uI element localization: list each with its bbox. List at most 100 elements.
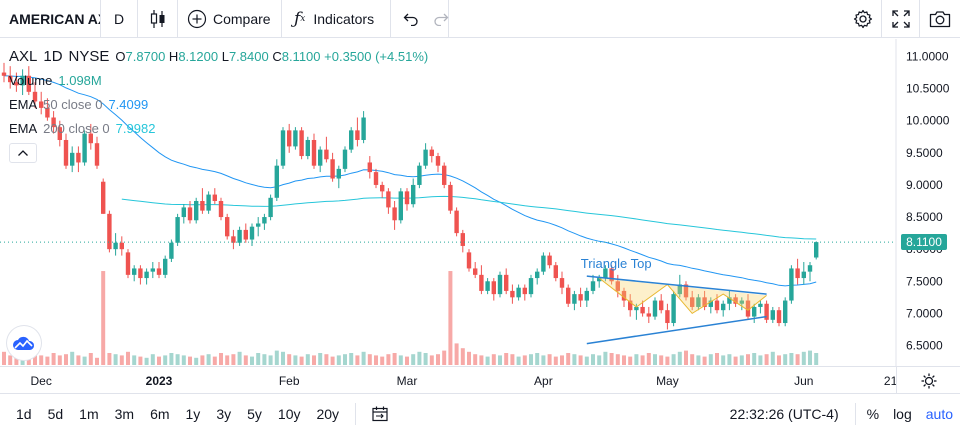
range-5d-button[interactable]: 5d [40,395,72,433]
price-chart[interactable]: 11.0000 10.5000 10.0000 9.5000 9.0000 8.5000 8… [0,39,960,366]
volume-bar [268,355,273,365]
volume-bar [597,355,602,365]
candle-body [355,130,360,140]
volume-bar [39,355,44,365]
candle-body [640,306,645,314]
redo-icon[interactable] [433,12,449,26]
legend-ema50-row[interactable]: EMA 50 close 0 7.4099 [9,93,428,117]
candle-body [789,268,794,301]
volume-bar [2,351,6,365]
volume-bar [349,353,354,365]
candle-body [287,130,292,147]
range-1m-label: 1m [79,406,99,422]
candle-body [311,139,317,166]
volume-bar [206,354,211,365]
candle-body [634,306,639,311]
axis-settings-button[interactable] [896,367,960,394]
volume-bar [355,355,360,365]
range-20y-button[interactable]: 20y [308,395,347,433]
candle-body [169,242,174,259]
candle-body [417,165,422,185]
candle-body [516,287,521,298]
legend-ema200-row[interactable]: EMA 200 close 0 7.9982 [9,117,428,141]
candle-body [795,268,800,279]
legend-open-label: O [115,49,126,64]
candle-body [646,313,651,317]
candle-body [708,300,713,307]
candle-body [39,101,44,108]
volume-bar [479,355,484,365]
candle-body [473,268,478,275]
sun-settings-icon [921,373,937,389]
clock-timezone-button[interactable]: 22:32:26 (UTC-4) [730,406,855,422]
candle-body [535,271,540,279]
candle-body [547,255,552,266]
volume-bar [150,354,155,365]
camera-icon [929,10,951,28]
percent-scale-toggle[interactable]: % [860,395,886,433]
time-axis[interactable]: Dec 2023 Feb Mar Apr May Jun 21 [0,366,960,394]
log-scale-toggle[interactable]: log [886,395,919,433]
volume-bar [392,353,397,365]
auto-label: auto [925,406,953,422]
range-1y-button[interactable]: 1y [178,395,209,433]
range-3m-button[interactable]: 3m [107,395,142,433]
volume-bar [398,355,403,365]
volume-bar [460,348,465,365]
range-1d-button[interactable]: 1d [0,395,40,433]
candle-body [485,281,490,291]
volume-bar [212,356,217,365]
chart-pane[interactable]: 11.0000 10.5000 10.0000 9.5000 9.0000 8.5000 8… [0,39,960,366]
volume-bar [584,356,589,365]
candle-body [801,271,806,279]
volume-bar [739,355,744,365]
range-6m-button[interactable]: 6m [142,395,177,433]
y-tick-label: 7.5000 [906,274,943,288]
volume-bar [82,356,87,365]
pattern-lower-trendline [586,315,767,345]
chart-type-button[interactable] [138,0,178,38]
ema50-line [3,75,817,287]
candle-body [727,297,732,304]
range-5y-button[interactable]: 5y [239,395,270,433]
range-3y-button[interactable]: 3y [208,395,239,433]
settings-button[interactable] [844,0,882,38]
volume-bar [634,354,639,365]
compare-button[interactable]: Compare [178,0,282,38]
fullscreen-icon [891,9,910,28]
snapshot-button[interactable] [920,0,960,38]
range-10y-button[interactable]: 10y [270,395,309,433]
volume-bar [429,355,434,365]
candle-body [671,294,676,324]
volume-bar [188,356,192,365]
symbol-search-button[interactable]: AMERICAN AXLE [0,0,101,38]
legend-volume-row[interactable]: Volume 1.098M [9,69,428,93]
volume-bar [677,351,682,365]
cloud-logo-badge[interactable] [7,326,41,360]
candle-body [584,290,589,301]
pattern-label: Triangle Top [581,256,652,271]
x-tick-label: Apr [534,374,553,388]
goto-date-button[interactable] [364,395,398,433]
volume-bar [535,353,540,365]
y-tick-label: 9.0000 [906,178,943,192]
legend-collapse-button[interactable] [9,143,37,163]
volume-bar [609,353,614,365]
interval-label: D [113,10,125,27]
candle-body [243,229,248,240]
range-1m-button[interactable]: 1m [71,395,106,433]
y-tick-label: 7.0000 [906,306,943,320]
auto-scale-toggle[interactable]: auto [919,395,960,433]
interval-button[interactable]: D [101,0,138,38]
candle-body [597,278,602,282]
volume-bar [299,356,304,365]
volume-bar [281,351,285,365]
legend-open-value: 7.8700 [125,49,166,64]
undo-icon[interactable] [403,12,419,26]
candle-body [466,252,472,269]
candle-body [144,271,149,279]
candle-body [156,268,162,275]
volume-bar [64,354,68,365]
fullscreen-button[interactable] [882,0,920,38]
